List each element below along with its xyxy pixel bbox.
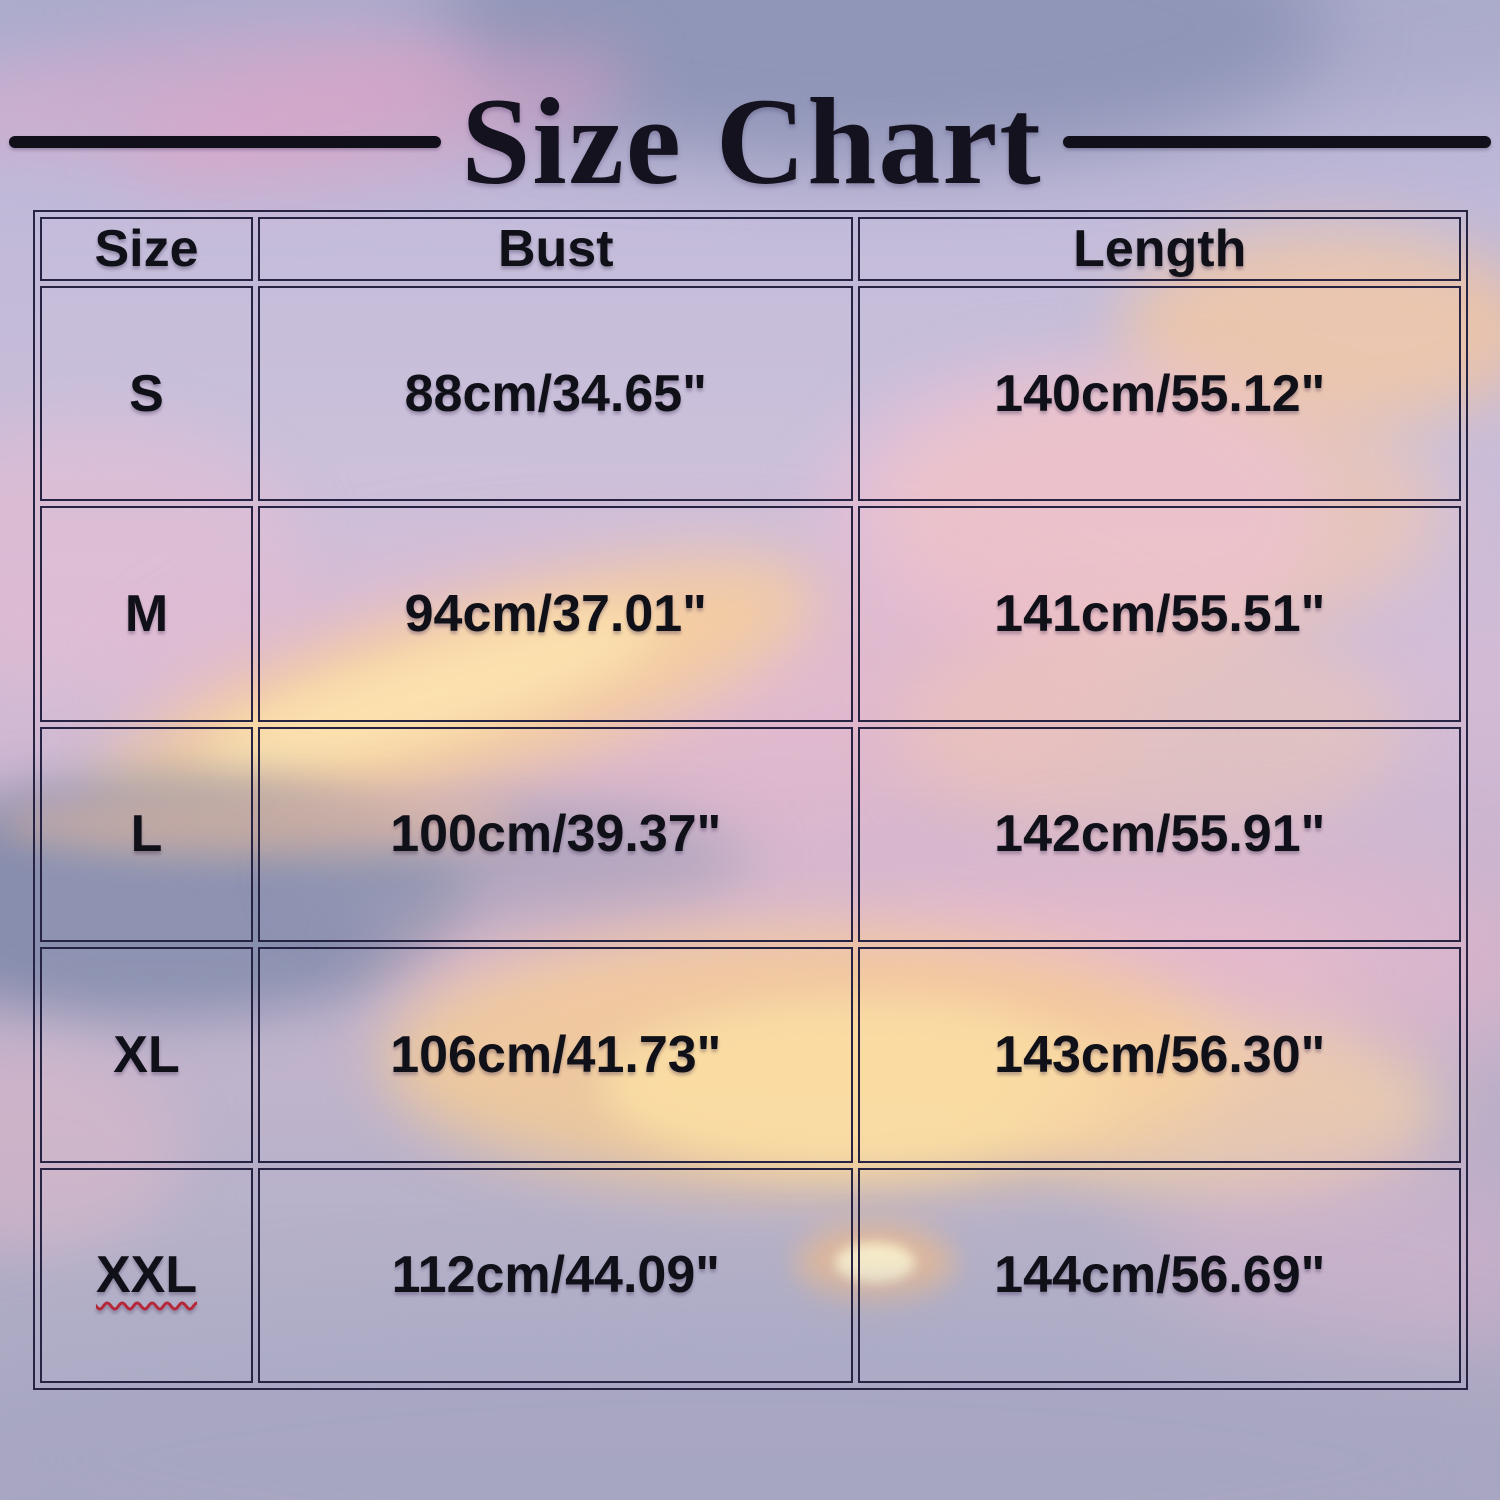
cell-size-s: S — [40, 286, 254, 502]
cell-size-xxl: XXL — [40, 1167, 254, 1383]
sun-glint — [835, 1243, 915, 1283]
cell-bust-xl: 106cm/41.73" — [258, 947, 854, 1163]
table-row-m: M 94cm/37.01" 141cm/55.51" — [40, 506, 1461, 722]
cell-size-m: M — [40, 506, 254, 722]
column-header-bust: Bust — [258, 217, 854, 281]
cloud — [900, 620, 1400, 840]
cell-size-xl: XL — [40, 947, 254, 1163]
cloud — [0, 1300, 1500, 1500]
cell-length-l: 142cm/55.91" — [858, 726, 1461, 943]
cloud — [1020, 1020, 1440, 1200]
size-label-xxl-with-spellcheck-underline: XXL — [95, 1246, 198, 1305]
cloud — [820, 360, 1320, 660]
table-row-l: L 100cm/39.37" 142cm/55.91" — [40, 726, 1461, 943]
title-rule-left — [9, 136, 442, 148]
cell-length-s: 140cm/55.12" — [858, 286, 1461, 502]
page-title: Size Chart — [461, 73, 1043, 210]
table-header-row: Size Bust Length — [40, 217, 1461, 281]
cell-bust-s: 88cm/34.65" — [258, 286, 854, 502]
size-chart-table: Size Bust Length S 88cm/34.65" 140cm/55.… — [33, 210, 1468, 1390]
table-row-xxl: XXL 112cm/44.09" 144cm/56.69" — [40, 1167, 1461, 1383]
cell-bust-m: 94cm/37.01" — [258, 506, 854, 722]
cell-size-l: L — [40, 726, 254, 943]
cell-length-xl: 143cm/56.30" — [858, 947, 1461, 1163]
column-header-size: Size — [40, 217, 254, 281]
table-row-xl: XL 106cm/41.73" 143cm/56.30" — [40, 947, 1461, 1163]
cell-length-m: 141cm/55.51" — [858, 506, 1461, 722]
cell-bust-l: 100cm/39.37" — [258, 726, 854, 943]
column-header-length: Length — [858, 217, 1461, 281]
cell-length-xxl: 144cm/56.69" — [858, 1167, 1461, 1383]
title-rule-right — [1062, 136, 1491, 148]
table-row-s: S 88cm/34.65" 140cm/55.12" — [40, 286, 1461, 502]
title-banner: Size Chart — [0, 80, 1500, 204]
cell-bust-xxl: 112cm/44.09" — [258, 1167, 854, 1383]
